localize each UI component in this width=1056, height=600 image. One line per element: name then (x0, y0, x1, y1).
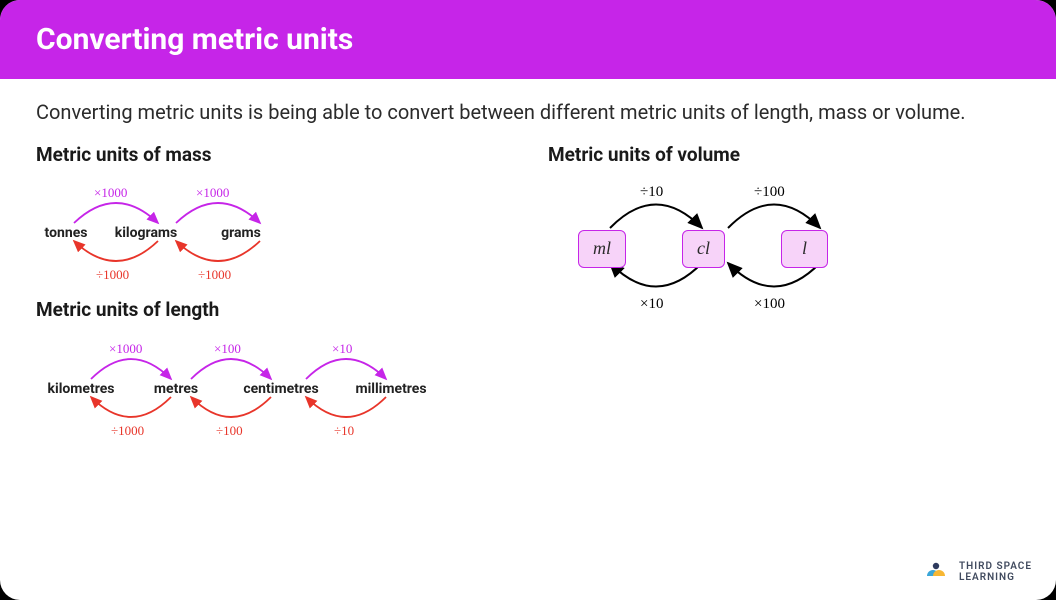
mass-title: Metric units of mass (36, 140, 508, 169)
length-title: Metric units of length (36, 295, 508, 324)
mass-bot-0: ÷1000 (96, 265, 129, 285)
len-bot-0: ÷1000 (111, 421, 144, 441)
mass-top-0: ×1000 (94, 183, 127, 203)
len-bot-2: ÷10 (334, 421, 354, 441)
card: Converting metric units Converting metri… (0, 0, 1056, 600)
len-top-1: ×100 (214, 339, 241, 359)
left-column: Metric units of mass (36, 128, 508, 439)
columns: Metric units of mass (36, 128, 1020, 439)
vol-bot-0: ×10 (640, 293, 663, 316)
mass-unit-0: tonnes (36, 223, 96, 245)
mass-unit-1: kilograms (96, 223, 196, 245)
logo-text: THIRD SPACE LEARNING (959, 561, 1032, 583)
volume-diagram: ml cl l ÷10 ÷100 ×10 ×100 (548, 173, 888, 313)
len-unit-0: kilometres (36, 379, 126, 401)
vol-unit-1: cl (682, 230, 725, 268)
len-unit-3: millimetres (336, 379, 446, 401)
vol-bot-1: ×100 (754, 293, 785, 316)
mass-diagram: tonnes kilograms grams ×1000 ×1000 ÷1000… (36, 173, 356, 283)
header: Converting metric units (0, 0, 1056, 79)
len-top-0: ×1000 (109, 339, 142, 359)
length-diagram: kilometres metres centimetres millimetre… (36, 329, 476, 439)
vol-unit-2: l (781, 230, 828, 268)
len-top-2: ×10 (332, 339, 352, 359)
len-unit-1: metres (126, 379, 226, 401)
brand-line2: LEARNING (959, 572, 1032, 583)
mass-unit-2: grams (196, 223, 286, 245)
vol-top-0: ÷10 (640, 181, 663, 204)
intro-text: Converting metric units is being able to… (36, 97, 1020, 128)
right-column: Metric units of volume (548, 128, 1020, 439)
brand-line1: THIRD SPACE (959, 561, 1032, 572)
len-unit-2: centimetres (226, 379, 336, 401)
logo-icon (921, 560, 951, 584)
footer-logo: THIRD SPACE LEARNING (921, 560, 1032, 584)
mass-bot-1: ÷1000 (198, 265, 231, 285)
vol-top-1: ÷100 (754, 181, 785, 204)
volume-title: Metric units of volume (548, 140, 1020, 169)
vol-unit-0: ml (578, 230, 626, 268)
mass-top-1: ×1000 (196, 183, 229, 203)
len-bot-1: ÷100 (216, 421, 243, 441)
body: Converting metric units is being able to… (0, 79, 1056, 439)
header-title: Converting metric units (36, 22, 353, 57)
